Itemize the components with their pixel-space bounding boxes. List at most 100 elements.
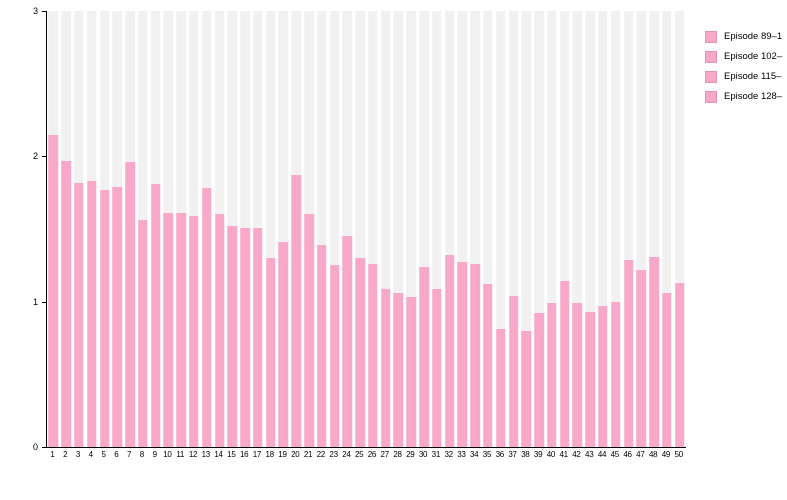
x-tick-label: 47 bbox=[636, 450, 645, 459]
bar-slot bbox=[418, 11, 431, 447]
x-tick-label: 35 bbox=[482, 450, 492, 459]
legend-item: Episode 115– bbox=[705, 70, 782, 83]
x-tick-label: 44 bbox=[597, 450, 607, 459]
bar-background-track bbox=[380, 11, 391, 447]
bar bbox=[393, 292, 404, 447]
x-tick-label: 46 bbox=[623, 450, 632, 459]
bar-slot bbox=[545, 11, 558, 447]
bar-slot bbox=[584, 11, 597, 447]
bar bbox=[265, 258, 276, 447]
y-tick-label: 2 bbox=[32, 151, 38, 162]
bar-slot bbox=[47, 11, 60, 447]
y-tick-mark bbox=[42, 156, 46, 158]
bar bbox=[202, 188, 212, 447]
bar-background-track bbox=[265, 11, 276, 447]
bar-slot bbox=[60, 11, 73, 447]
bar-slot bbox=[226, 11, 239, 447]
bar-slot bbox=[124, 11, 137, 447]
bar-slot bbox=[430, 11, 443, 447]
legend-label: Episode 128– bbox=[724, 91, 783, 102]
bar-slot bbox=[85, 11, 98, 447]
legend-swatch bbox=[705, 30, 717, 43]
x-tick-label: 10 bbox=[163, 450, 172, 459]
legend-item: Episode 89–1 bbox=[705, 30, 782, 43]
bar-slot bbox=[136, 11, 149, 447]
bar bbox=[406, 297, 417, 447]
legend-label: Episode 102– bbox=[724, 51, 783, 62]
bar-slot bbox=[290, 11, 303, 447]
bar-background-track bbox=[368, 11, 378, 447]
bar bbox=[342, 236, 353, 447]
bar-slot bbox=[405, 11, 418, 447]
y-tick-label: 3 bbox=[32, 6, 38, 16]
x-tick-label: 48 bbox=[648, 450, 658, 459]
bar bbox=[61, 160, 71, 447]
x-tick-label: 25 bbox=[354, 450, 364, 459]
bar-background-track bbox=[495, 11, 506, 447]
x-tick-label: 29 bbox=[406, 450, 415, 459]
bar-slot bbox=[367, 11, 380, 447]
y-tick-mark bbox=[42, 11, 46, 12]
bar-background-track bbox=[662, 11, 672, 447]
legend-label: Episode 89–1 bbox=[724, 31, 783, 42]
bar-slot bbox=[558, 11, 571, 447]
bar-slot bbox=[264, 11, 277, 447]
bar-background-track bbox=[623, 11, 634, 447]
y-tick-label: 0 bbox=[32, 442, 38, 452]
x-tick-label: 17 bbox=[252, 450, 262, 459]
bar bbox=[483, 284, 493, 447]
bar bbox=[534, 313, 544, 447]
bar bbox=[86, 181, 97, 447]
x-tick-label: 38 bbox=[521, 450, 530, 459]
bar-slot bbox=[73, 11, 86, 447]
bar-slot bbox=[392, 11, 405, 447]
bar-slot bbox=[482, 11, 495, 447]
bar-slot bbox=[252, 11, 265, 447]
bar bbox=[649, 256, 659, 447]
bar-background-track bbox=[342, 11, 353, 447]
bar-slot bbox=[648, 11, 661, 447]
bar-slot bbox=[456, 11, 469, 447]
x-tick-label: 23 bbox=[329, 450, 338, 459]
bar-slot bbox=[341, 11, 354, 447]
bar bbox=[611, 301, 621, 447]
bar bbox=[227, 226, 238, 447]
bar-slot bbox=[111, 11, 124, 447]
legend-swatch bbox=[705, 90, 717, 103]
bar bbox=[495, 329, 506, 447]
bar-background-track bbox=[559, 11, 570, 447]
bar bbox=[547, 303, 557, 447]
x-tick-label: 31 bbox=[431, 450, 441, 459]
x-tick-label: 32 bbox=[444, 450, 453, 459]
bar-background-track bbox=[329, 11, 340, 447]
x-tick-label: 16 bbox=[239, 450, 249, 459]
bar-background-track bbox=[636, 11, 647, 447]
bar bbox=[99, 189, 110, 447]
legend-swatch bbox=[705, 70, 717, 83]
x-tick-label: 12 bbox=[188, 450, 198, 459]
bar bbox=[74, 182, 84, 447]
bar bbox=[598, 306, 608, 447]
bar-slot bbox=[303, 11, 316, 447]
bar bbox=[253, 227, 263, 447]
bar-slot bbox=[239, 11, 252, 447]
bar bbox=[521, 330, 532, 447]
bar bbox=[125, 162, 135, 447]
bar-background-track bbox=[649, 11, 659, 447]
x-tick-label: 42 bbox=[572, 450, 581, 459]
bar-slot bbox=[188, 11, 201, 447]
bar-slot bbox=[315, 11, 328, 447]
bar-slot bbox=[354, 11, 367, 447]
x-tick-label: 9 bbox=[152, 450, 157, 459]
x-tick-label: 18 bbox=[265, 450, 275, 459]
bar-slot bbox=[597, 11, 610, 447]
x-tick-label: 45 bbox=[610, 450, 620, 459]
bar-background-track bbox=[457, 11, 468, 447]
x-tick-label: 5 bbox=[101, 450, 106, 459]
x-tick-label: 15 bbox=[227, 450, 236, 459]
bar bbox=[508, 295, 519, 447]
bar-background-track bbox=[444, 11, 455, 447]
bar-slot bbox=[213, 11, 226, 447]
bar-slot bbox=[200, 11, 213, 447]
bar-slot bbox=[571, 11, 584, 447]
